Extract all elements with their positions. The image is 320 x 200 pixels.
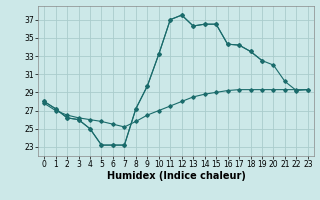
X-axis label: Humidex (Indice chaleur): Humidex (Indice chaleur) <box>107 171 245 181</box>
